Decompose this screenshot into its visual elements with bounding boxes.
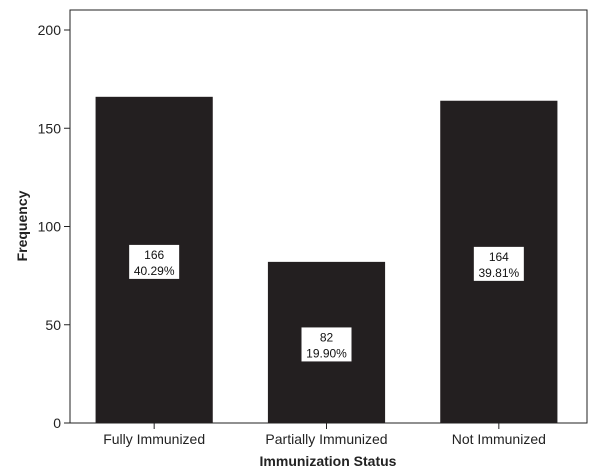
data-label-percent: 19.90% bbox=[306, 346, 347, 360]
x-tick-label: Fully Immunized bbox=[103, 431, 205, 447]
data-label-box bbox=[129, 244, 180, 279]
data-label-box bbox=[301, 327, 352, 362]
y-tick-label: 50 bbox=[45, 317, 61, 333]
data-label-percent: 39.81% bbox=[478, 266, 519, 280]
x-axis: Fully Immunized Partially Immunized Not Im… bbox=[103, 423, 546, 447]
y-axis-title: Frequency bbox=[14, 190, 30, 261]
y-tick-label: 150 bbox=[38, 120, 62, 136]
x-axis-title: Immunization Status bbox=[260, 453, 397, 469]
y-tick-label: 100 bbox=[38, 219, 62, 235]
data-label-count: 164 bbox=[489, 250, 509, 264]
data-label-box bbox=[473, 246, 524, 281]
y-tick-label: 200 bbox=[38, 22, 62, 38]
x-tick-label: Partially Immunized bbox=[265, 431, 387, 447]
data-label-count: 166 bbox=[144, 248, 164, 262]
y-tick-label: 0 bbox=[53, 415, 61, 431]
y-axis: 0 50 100 150 200 bbox=[38, 22, 70, 431]
bars-group: 166 40.29% 82 19.90% 164 39.81% bbox=[95, 96, 558, 424]
data-label-count: 82 bbox=[320, 330, 334, 344]
data-label-percent: 40.29% bbox=[134, 264, 175, 278]
x-tick-label: Not Immunized bbox=[452, 431, 546, 447]
